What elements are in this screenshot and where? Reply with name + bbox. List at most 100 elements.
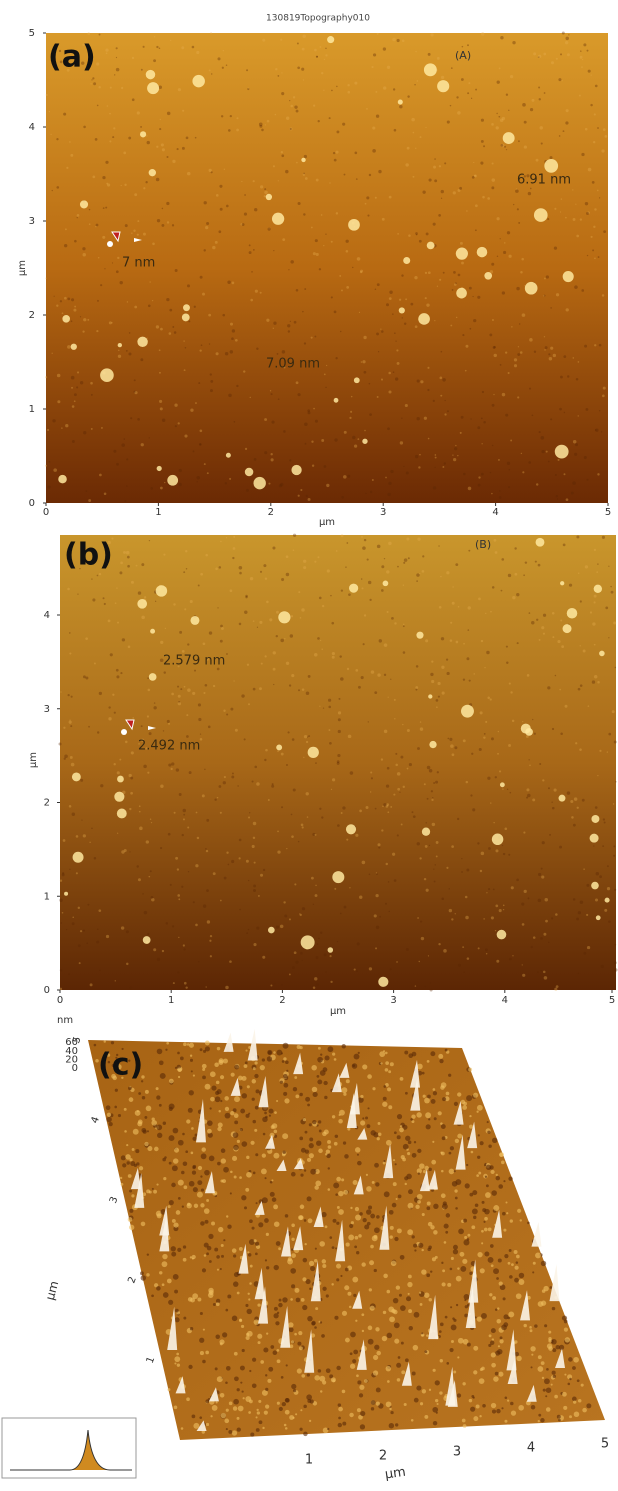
grain <box>383 1097 387 1101</box>
grain <box>532 798 535 801</box>
grain <box>402 40 405 43</box>
grain <box>130 417 132 419</box>
grain <box>344 174 346 176</box>
grain <box>265 578 267 580</box>
grain <box>343 1093 346 1096</box>
grain <box>314 977 317 980</box>
grain <box>420 727 423 730</box>
grain <box>202 1268 206 1272</box>
grain <box>266 1333 268 1335</box>
grain <box>281 806 283 808</box>
grain <box>451 1340 454 1343</box>
grain <box>224 1096 228 1100</box>
grain <box>248 703 250 705</box>
grain <box>288 1322 293 1327</box>
grain <box>52 419 55 422</box>
grain <box>341 812 343 814</box>
grain <box>162 1158 166 1162</box>
grain <box>254 1239 257 1242</box>
grain <box>505 1396 508 1399</box>
grain <box>522 923 525 926</box>
grain <box>160 847 162 849</box>
grain <box>209 631 212 634</box>
grain <box>226 537 227 538</box>
grain <box>370 1214 375 1219</box>
grain <box>233 1399 239 1405</box>
grain <box>232 1316 238 1322</box>
grain <box>93 82 96 85</box>
grain <box>400 1125 402 1127</box>
grain <box>601 431 602 432</box>
grain <box>495 930 496 931</box>
grain <box>52 353 53 354</box>
grain <box>297 1368 302 1373</box>
grain <box>159 1271 162 1274</box>
grain <box>96 330 98 332</box>
grain <box>424 878 426 880</box>
grain <box>563 355 566 358</box>
grain <box>478 1172 481 1175</box>
grain <box>276 635 278 637</box>
grain <box>240 1109 245 1114</box>
grain <box>246 489 249 492</box>
grain <box>320 1070 326 1076</box>
grain <box>259 621 262 624</box>
y-tick-label: 3 <box>108 1195 121 1205</box>
grain <box>497 753 499 755</box>
grain <box>282 1297 287 1302</box>
grain <box>250 1141 254 1145</box>
grain <box>272 1123 278 1129</box>
grain <box>338 711 341 714</box>
grain <box>121 1155 126 1160</box>
grain <box>450 1146 454 1150</box>
grain <box>458 606 460 608</box>
grain <box>141 616 145 620</box>
grain <box>317 943 319 945</box>
grain <box>328 1145 332 1149</box>
grain <box>335 357 337 359</box>
grain <box>357 438 359 440</box>
grain <box>313 904 314 905</box>
grain <box>534 351 536 353</box>
grain <box>434 158 436 160</box>
grain <box>560 619 562 621</box>
grain <box>484 733 486 735</box>
grain <box>262 1427 264 1429</box>
grain <box>578 361 580 363</box>
grain <box>147 715 149 717</box>
grain <box>524 145 527 148</box>
grain <box>455 563 458 566</box>
grain <box>397 233 399 235</box>
grain <box>159 372 161 374</box>
grain <box>565 121 568 124</box>
grain <box>280 39 282 41</box>
grain <box>183 340 184 341</box>
grain <box>499 67 501 69</box>
grain <box>286 117 289 120</box>
grain <box>389 291 392 294</box>
grain <box>213 1303 216 1306</box>
grain <box>241 694 244 697</box>
grain <box>453 458 456 461</box>
grain <box>220 625 223 628</box>
grain <box>256 1089 260 1093</box>
grain <box>340 1275 342 1277</box>
grain <box>302 35 305 38</box>
grain <box>425 1112 431 1118</box>
grain <box>314 653 318 657</box>
grain <box>191 1127 194 1130</box>
grain <box>324 1096 327 1099</box>
grain <box>104 268 105 269</box>
grain <box>495 849 498 852</box>
grain <box>494 354 497 357</box>
grain <box>534 733 536 735</box>
grain <box>375 947 377 949</box>
grain <box>488 1144 491 1147</box>
grain <box>468 606 471 609</box>
grain <box>220 541 222 543</box>
grain <box>294 321 297 324</box>
grain <box>574 453 577 456</box>
grain <box>142 893 143 894</box>
grain <box>236 117 238 119</box>
grain <box>47 429 49 431</box>
